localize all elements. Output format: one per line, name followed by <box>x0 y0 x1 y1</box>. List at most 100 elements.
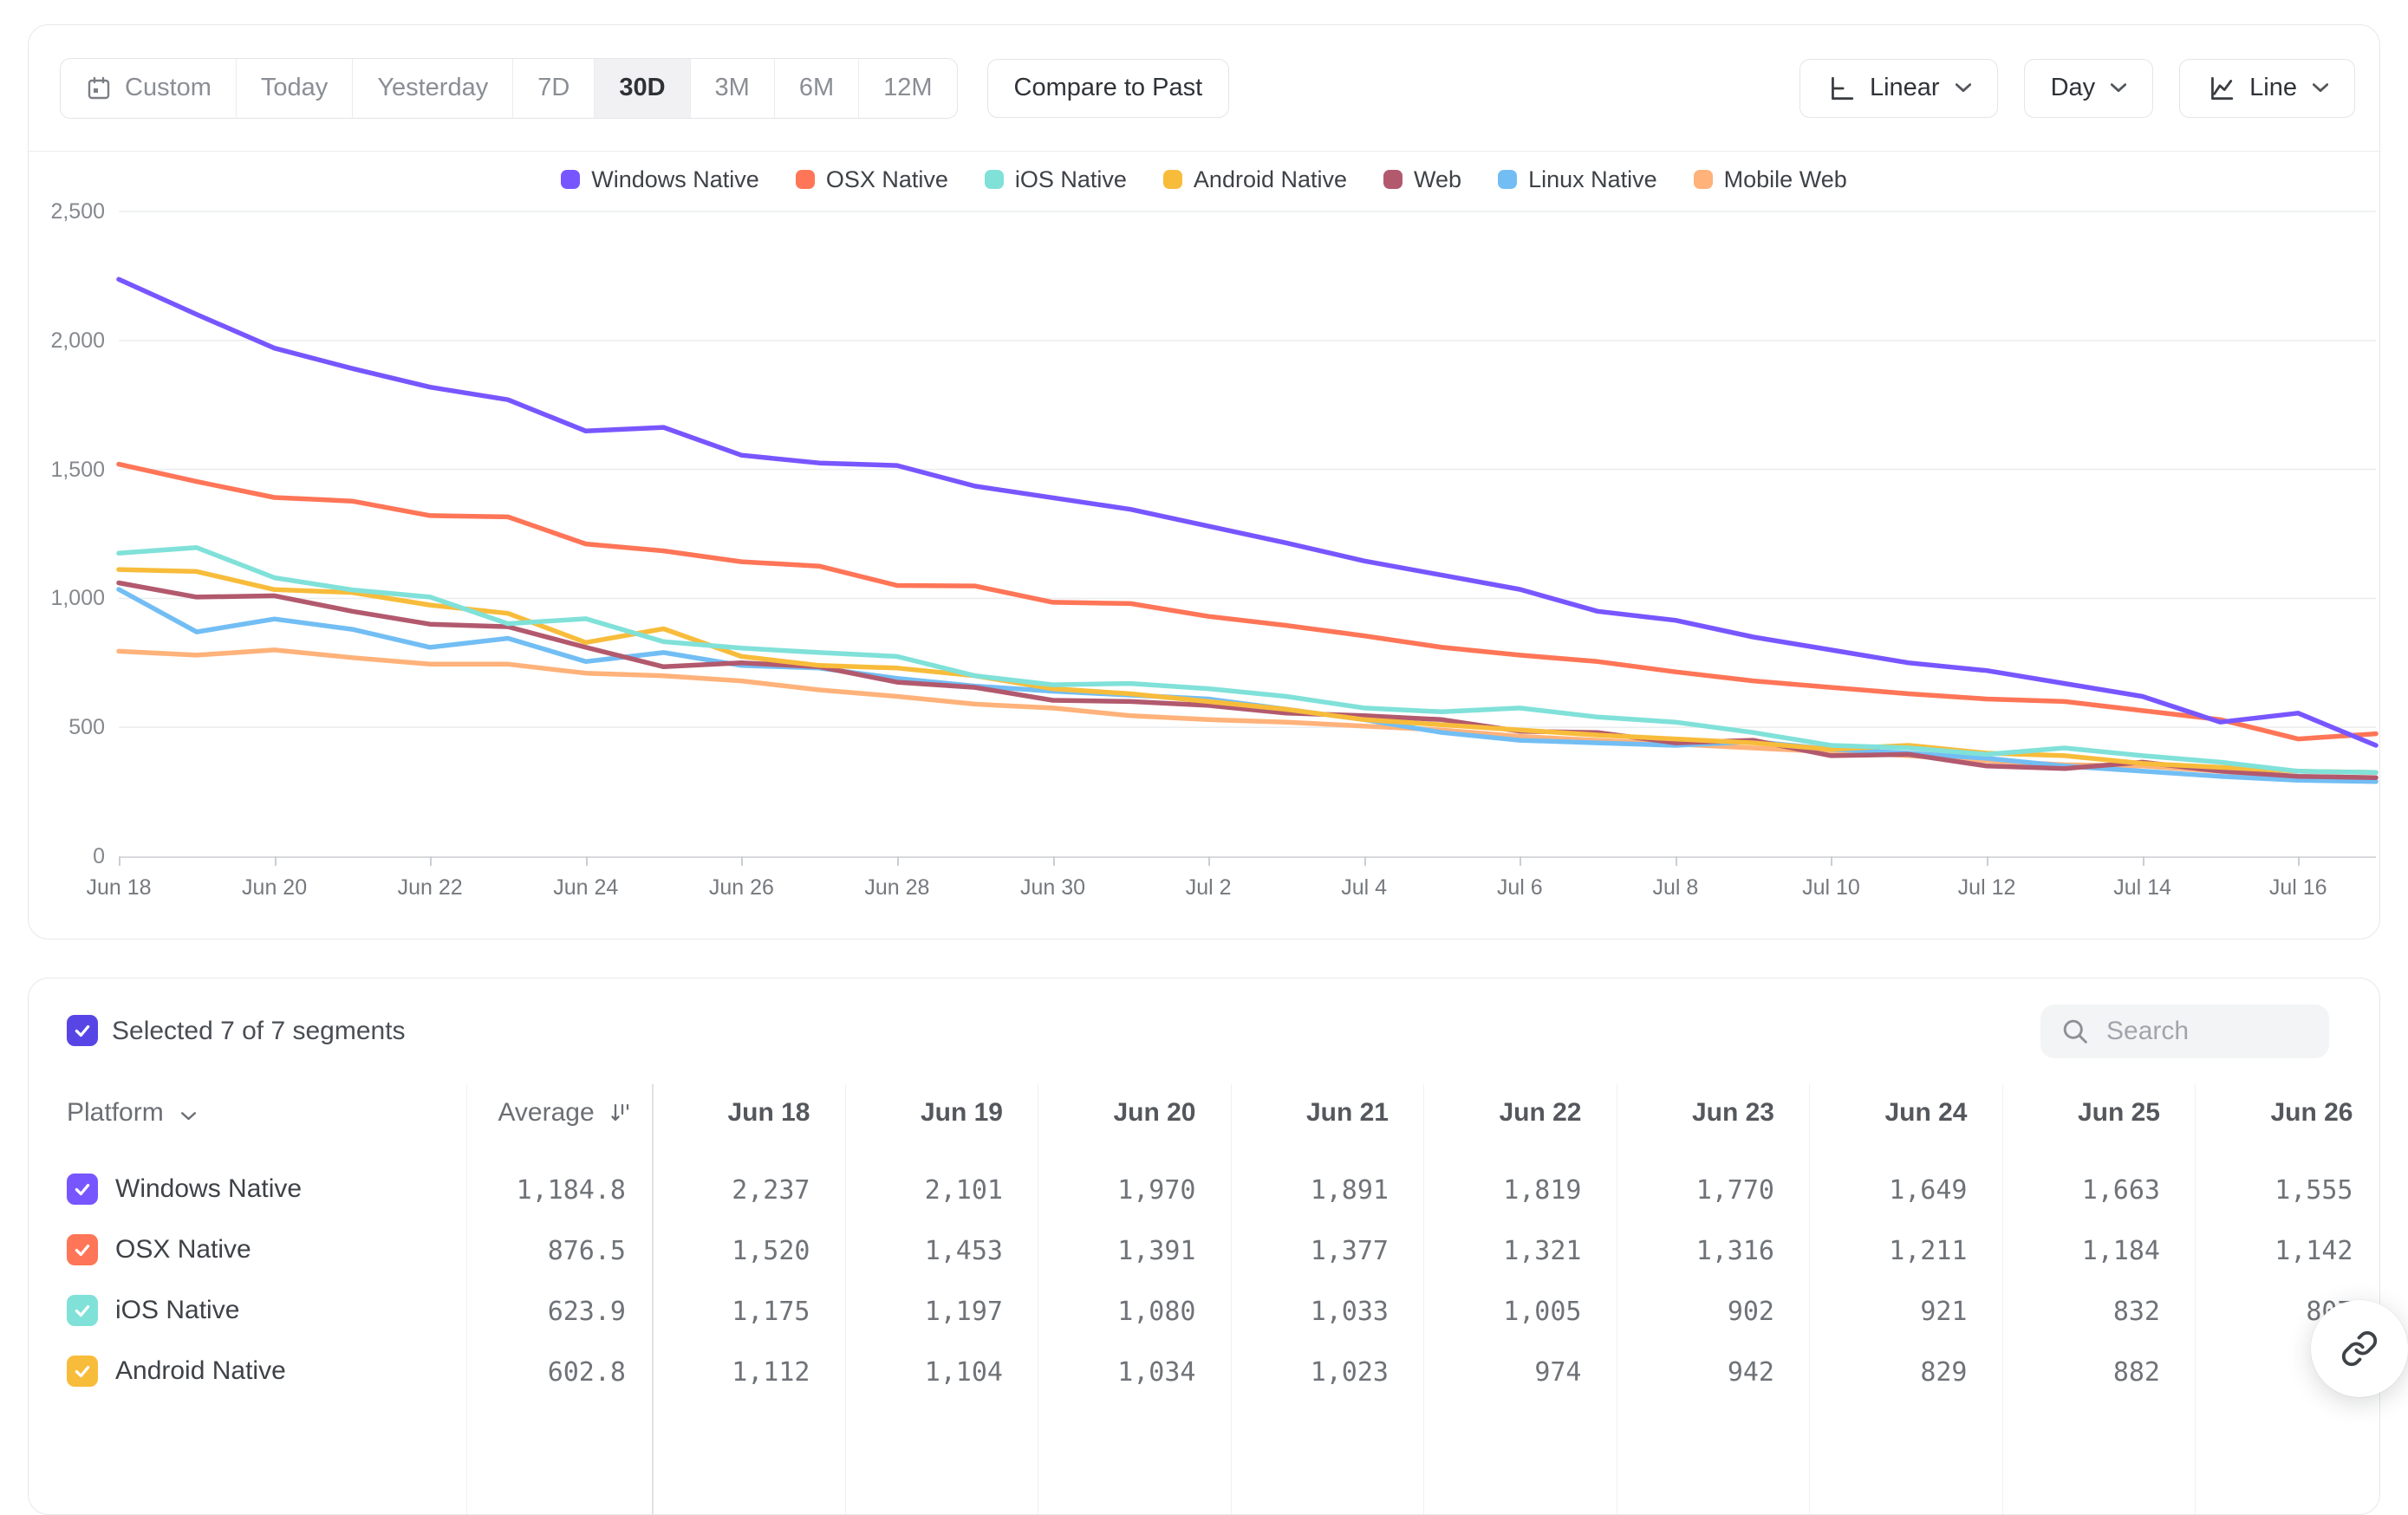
data-value: 832 <box>2112 1297 2160 1327</box>
interval-dropdown-label: Day <box>2050 74 2096 101</box>
x-axis-tick <box>741 856 744 866</box>
legend-item-osx-native[interactable]: OSX Native <box>795 166 948 193</box>
range-option-custom[interactable]: Custom <box>61 59 236 118</box>
legend-item-android-native[interactable]: Android Native <box>1162 166 1347 193</box>
legend-swatch <box>795 170 815 189</box>
platform-name: Android Native <box>115 1356 286 1385</box>
x-axis-label: Jul 2 <box>1185 875 1232 900</box>
x-axis-tick <box>274 856 277 866</box>
x-axis-label: Jul 4 <box>1341 875 1388 900</box>
column-divider <box>466 1084 467 1514</box>
data-value: 1,005 <box>1503 1297 1582 1327</box>
x-axis-tick <box>1052 856 1055 866</box>
data-value: 1,391 <box>1117 1236 1196 1266</box>
series-line-ios-native[interactable] <box>116 545 2379 776</box>
series-line-windows-native[interactable] <box>116 276 2379 748</box>
platform-column-header[interactable]: Platform <box>67 1098 197 1128</box>
column-divider <box>844 1084 846 1514</box>
data-value: 1,970 <box>1117 1175 1196 1206</box>
range-option-12m[interactable]: 12M <box>858 58 956 118</box>
range-option-3m[interactable]: 3M <box>689 58 774 118</box>
legend-item-ios-native[interactable]: iOS Native <box>984 166 1127 193</box>
compare-to-past-button[interactable]: Compare to Past <box>986 58 1230 118</box>
range-option-today[interactable]: Today <box>235 58 352 118</box>
column-divider <box>1230 1084 1232 1514</box>
x-axis-label: Jul 12 <box>1957 875 2016 900</box>
chart-type-dropdown-label: Line <box>2249 74 2297 101</box>
scale-dropdown[interactable]: Linear <box>1799 58 1998 118</box>
segments-table: Platform Average Jun 18 Jun 19 Jun 20 Jun 2… <box>29 979 2379 1514</box>
chevron-down-icon <box>2313 83 2328 93</box>
x-axis-label: Jul 10 <box>1802 875 1860 900</box>
legend-swatch <box>984 170 1004 189</box>
x-axis-label: Jul 6 <box>1496 875 1543 900</box>
data-value: 1,649 <box>1889 1175 1968 1206</box>
data-value: 1,034 <box>1117 1357 1196 1388</box>
range-option-yesterday[interactable]: Yesterday <box>352 58 512 118</box>
date-column-header[interactable]: Jun 19 <box>920 1098 1003 1127</box>
platform-header-label: Platform <box>67 1098 164 1127</box>
series-line-osx-native[interactable] <box>116 461 2379 742</box>
range-option-label: 6M <box>798 74 835 101</box>
row-checkbox-ios-native[interactable] <box>67 1295 98 1326</box>
data-value: 1,197 <box>924 1297 1003 1327</box>
data-value: 1,033 <box>1310 1297 1389 1327</box>
row-checkbox-android-native[interactable] <box>67 1356 98 1387</box>
date-range-segmented-control: Custom Today Yesterday 7D 30D 3M 6M 12M <box>60 57 958 119</box>
x-axis-label: Jun 20 <box>242 875 308 900</box>
legend-item-linux-native[interactable]: Linux Native <box>1498 166 1657 193</box>
data-value: 1,377 <box>1310 1236 1389 1266</box>
date-column-header[interactable]: Jun 22 <box>1499 1098 1582 1127</box>
legend-item-web[interactable]: Web <box>1383 166 1461 193</box>
y-axis-label: 1,500 <box>50 457 105 482</box>
range-option-label: Custom <box>125 74 212 101</box>
x-axis-tick <box>896 856 899 866</box>
x-axis-tick <box>2298 856 2301 866</box>
legend-swatch <box>1162 170 1182 189</box>
x-axis-label: Jun 22 <box>397 875 463 900</box>
axis-icon <box>1826 74 1856 103</box>
segments-summary-row: Selected 7 of 7 segments <box>29 979 2379 1084</box>
average-value: 876.5 <box>547 1236 626 1266</box>
chevron-down-icon <box>1955 83 1971 93</box>
date-column-header[interactable]: Jun 25 <box>2077 1098 2160 1127</box>
row-checkbox-osx-native[interactable] <box>67 1234 98 1265</box>
select-all-checkbox[interactable] <box>67 1015 98 1046</box>
checkmark-icon <box>75 1304 90 1317</box>
plot-region[interactable] <box>116 211 2379 856</box>
chart-type-dropdown[interactable]: Line <box>2179 58 2355 118</box>
segments-table-card: Selected 7 of 7 segments Platform Averag… <box>28 978 2380 1515</box>
series-line-web[interactable] <box>116 580 2379 780</box>
legend-swatch <box>1498 170 1518 189</box>
line-chart-icon <box>2206 74 2236 103</box>
date-column-header[interactable]: Jun 20 <box>1113 1098 1196 1127</box>
legend-item-windows-native[interactable]: Windows Native <box>561 166 759 193</box>
row-checkbox-windows-native[interactable] <box>67 1174 98 1205</box>
x-axis-tick <box>119 856 120 866</box>
chevron-down-icon <box>181 1112 197 1121</box>
legend-item-mobile-web[interactable]: Mobile Web <box>1693 166 1847 193</box>
data-value: 902 <box>1727 1297 1774 1327</box>
average-column-header[interactable]: Average <box>466 1098 631 1128</box>
series-line-android-native[interactable] <box>116 567 2379 776</box>
share-link-button[interactable] <box>2311 1300 2408 1397</box>
date-column-header[interactable]: Jun 23 <box>1691 1098 1774 1127</box>
date-column-header[interactable]: Jun 18 <box>727 1098 810 1127</box>
search-input[interactable] <box>2105 1016 2320 1047</box>
date-column-header[interactable]: Jun 24 <box>1884 1098 1968 1127</box>
data-value: 1,080 <box>1117 1297 1196 1327</box>
checkmark-icon <box>75 1183 90 1196</box>
range-option-7d[interactable]: 7D <box>512 58 594 118</box>
interval-dropdown[interactable]: Day <box>2023 58 2154 118</box>
chart-toolbar: Custom Today Yesterday 7D 30D 3M 6M 12M Compare… <box>29 25 2379 152</box>
range-option-6m[interactable]: 6M <box>773 58 858 118</box>
date-column-header[interactable]: Jun 21 <box>1305 1098 1389 1127</box>
data-value: 942 <box>1727 1357 1774 1388</box>
x-axis-tick <box>1208 856 1211 866</box>
y-axis-label: 2,500 <box>50 199 105 224</box>
range-option-30d[interactable]: 30D <box>594 58 690 118</box>
average-header-label: Average <box>498 1098 595 1127</box>
date-column-header[interactable]: Jun 26 <box>2270 1098 2353 1127</box>
column-divider <box>1423 1084 1424 1514</box>
platform-name: iOS Native <box>115 1296 240 1324</box>
